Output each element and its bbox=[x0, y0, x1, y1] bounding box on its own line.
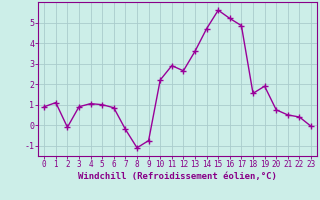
X-axis label: Windchill (Refroidissement éolien,°C): Windchill (Refroidissement éolien,°C) bbox=[78, 172, 277, 181]
